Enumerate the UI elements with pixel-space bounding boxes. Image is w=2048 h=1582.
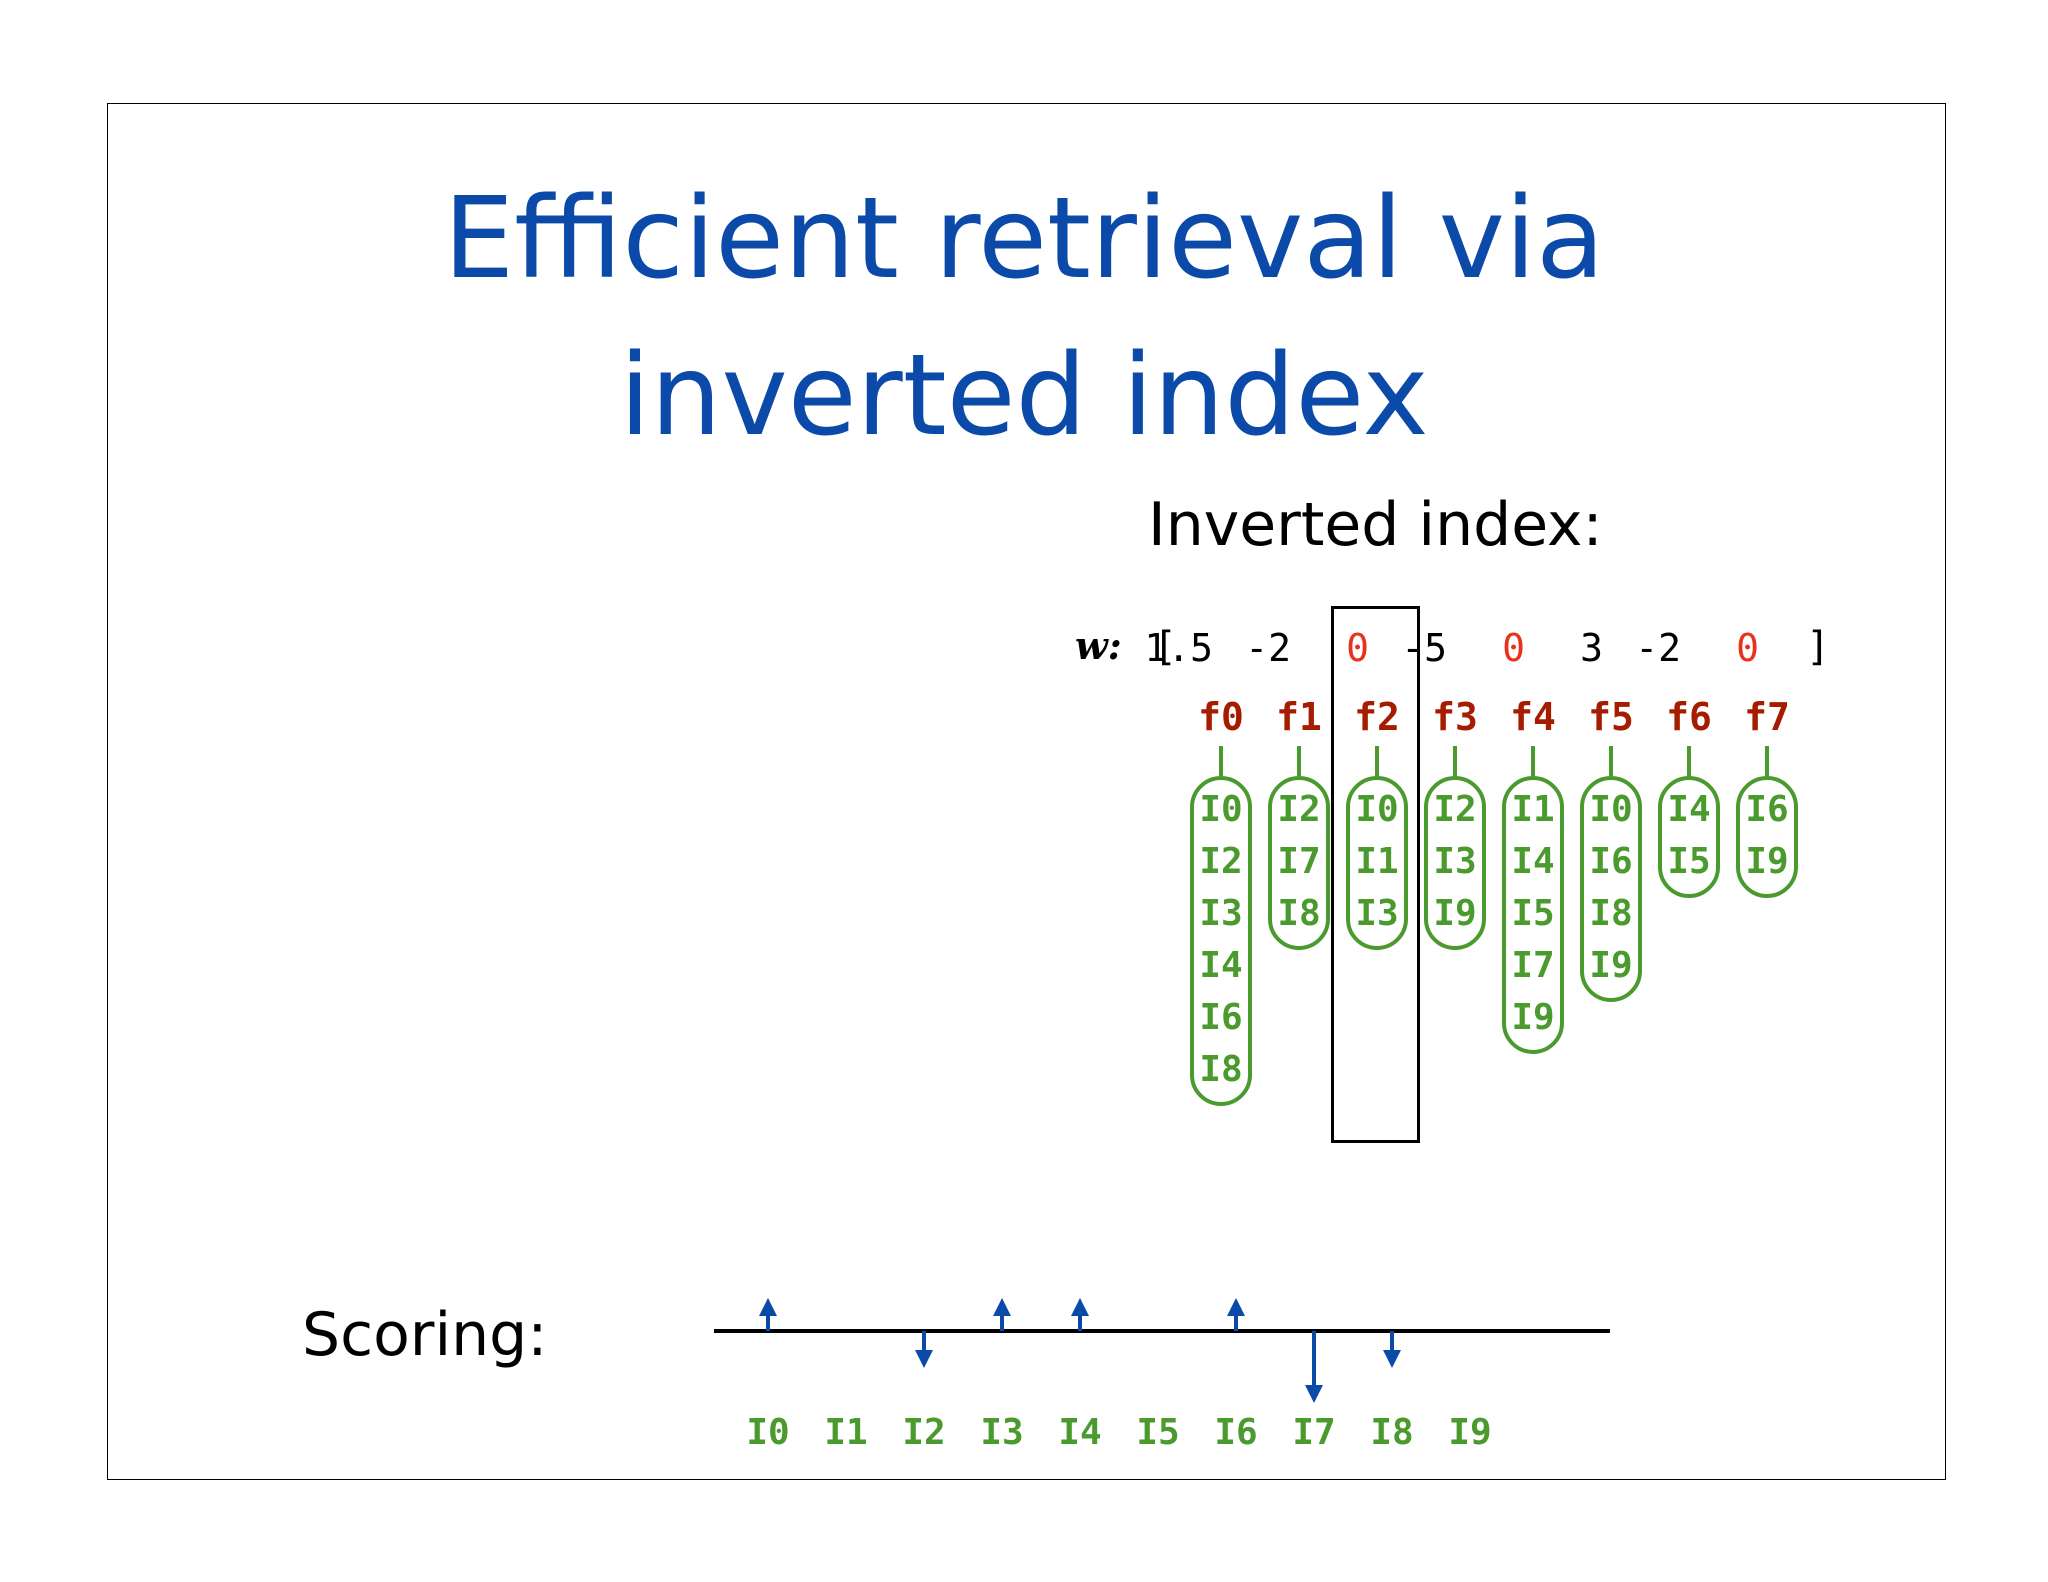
document-label-I1: I1 [824,1412,868,1453]
inverted-index-heading: Inverted index: [1148,490,1603,560]
weight-value-0: 1.5 [1144,626,1213,670]
slide-title-line2: inverted index [619,331,1429,461]
feature-label-f0: f0 [1198,695,1244,739]
posting-item: I4 [1511,841,1555,882]
posting-list-f2 [1346,776,1408,950]
posting-item: I2 [1433,789,1477,830]
feature-label-f1: f1 [1276,695,1322,739]
document-label-I6: I6 [1214,1412,1258,1453]
posting-item: I0 [1199,789,1243,830]
posting-list-f3 [1424,776,1486,950]
posting-stem-0 [1219,746,1223,776]
weight-value-7: 0 [1736,626,1759,670]
posting-stem-6 [1687,746,1691,776]
posting-stem-4 [1531,746,1535,776]
feature-label-f2: f2 [1354,695,1400,739]
posting-item: I8 [1199,1049,1243,1090]
posting-items-2: I0 I1 I3 [1346,784,1408,940]
posting-item: I6 [1745,789,1789,830]
document-label-I3: I3 [980,1412,1024,1453]
posting-items-6: I4 I5 [1658,784,1720,888]
posting-item: I3 [1433,841,1477,882]
posting-item: I3 [1355,893,1399,934]
posting-item: I0 [1589,789,1633,830]
feature-label-f7: f7 [1744,695,1790,739]
weight-open-bracket: [ [1153,624,1178,670]
posting-list-f5 [1580,776,1642,1002]
posting-stem-1 [1297,746,1301,776]
posting-stem-5 [1609,746,1613,776]
document-label-I9: I9 [1448,1412,1492,1453]
posting-list-f7 [1736,776,1798,898]
document-label-I2: I2 [902,1412,946,1453]
posting-list-f6 [1658,776,1720,898]
score-arrow-I2 [915,1331,933,1368]
posting-item: I3 [1199,893,1243,934]
posting-items-3: I2 I3 I9 [1424,784,1486,940]
posting-item: I1 [1355,841,1399,882]
posting-item: I9 [1745,841,1789,882]
posting-item: I7 [1277,841,1321,882]
weight-value-3: -5 [1401,626,1447,670]
score-arrow-I7 [1305,1331,1323,1403]
posting-item: I6 [1589,841,1633,882]
document-label-I0: I0 [746,1412,790,1453]
posting-stem-3 [1453,746,1457,776]
posting-items-5: I0 I6 I8 I9 [1580,784,1642,992]
scoring-label: Scoring: [302,1300,548,1370]
posting-list-f1 [1268,776,1330,950]
weight-value-6: -2 [1635,626,1681,670]
document-label-I5: I5 [1136,1412,1180,1453]
score-arrow-I3 [993,1298,1011,1331]
score-arrow-I8 [1383,1331,1401,1368]
posting-stem-7 [1765,746,1769,776]
weight-value-2: 0 [1346,626,1369,670]
slide-title-line1: Efficient retrieval via [443,174,1605,304]
posting-item: I2 [1277,789,1321,830]
posting-item: I4 [1199,945,1243,986]
posting-item: I1 [1511,789,1555,830]
posting-list-f4 [1502,776,1564,1054]
posting-item: I6 [1199,997,1243,1038]
posting-item: I9 [1511,997,1555,1038]
score-arrow-I4 [1071,1298,1089,1331]
highlighted-feature-column [1331,606,1420,1143]
feature-label-f4: f4 [1510,695,1556,739]
posting-item: I0 [1355,789,1399,830]
posting-item: I5 [1667,841,1711,882]
posting-item: I8 [1589,893,1633,934]
posting-item: I9 [1433,893,1477,934]
posting-items-7: I6 I9 [1736,784,1798,888]
feature-label-f5: f5 [1588,695,1634,739]
weight-vector-label: w: [1075,623,1122,668]
feature-label-f6: f6 [1666,695,1712,739]
weight-value-1: -2 [1245,626,1291,670]
document-label-I7: I7 [1292,1412,1336,1453]
document-label-I8: I8 [1370,1412,1414,1453]
weight-value-4: 0 [1502,626,1525,670]
feature-label-f3: f3 [1432,695,1478,739]
posting-item: I9 [1589,945,1633,986]
posting-item: I4 [1667,789,1711,830]
posting-stem-2 [1375,746,1379,776]
weight-value-5: 3 [1580,626,1603,670]
posting-item: I5 [1511,893,1555,934]
score-arrow-I0 [759,1298,777,1331]
weight-close-bracket: ] [1806,624,1831,670]
score-axis [714,1329,1610,1333]
posting-list-f0 [1190,776,1252,1106]
posting-items-1: I2 I7 I8 [1268,784,1330,940]
posting-item: I7 [1511,945,1555,986]
slide-frame [107,103,1946,1480]
score-arrow-I6 [1227,1298,1245,1331]
document-label-I4: I4 [1058,1412,1102,1453]
posting-item: I2 [1199,841,1243,882]
posting-items-0: I0 I2 I3 I4 I6 I8 [1190,784,1252,1096]
posting-item: I8 [1277,893,1321,934]
posting-items-4: I1 I4 I5 I7 I9 [1502,784,1564,1044]
